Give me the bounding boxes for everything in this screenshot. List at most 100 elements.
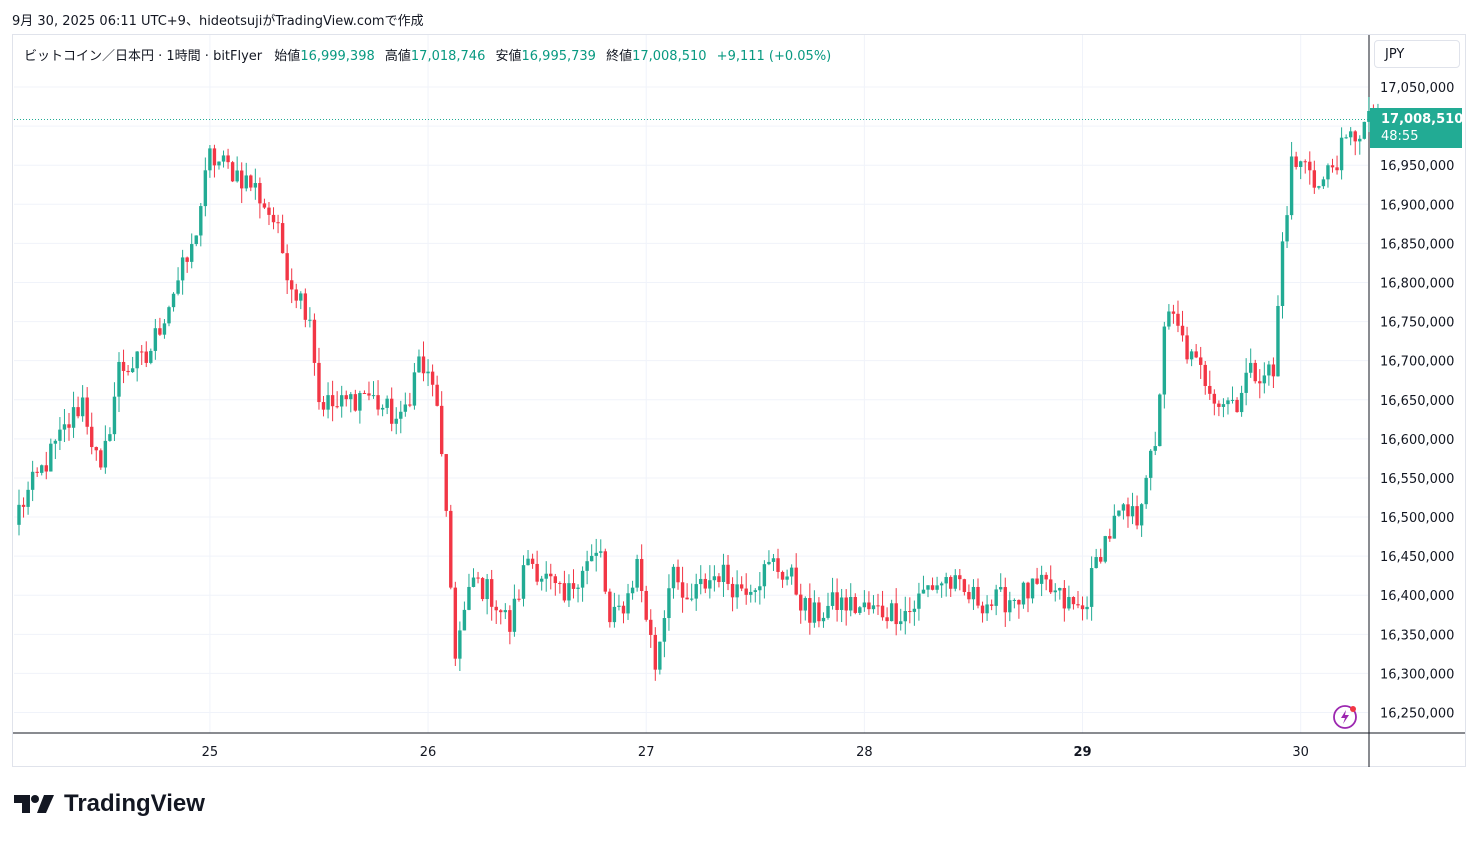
candle [1049,565,1053,594]
candle [830,577,835,610]
candle [826,592,830,620]
candle [744,573,748,605]
candle [258,177,262,219]
candle [1085,596,1089,620]
tradingview-logo[interactable]: TradingView [14,790,205,818]
candle [1303,159,1307,174]
candle [849,583,853,617]
candle [1130,492,1135,525]
last-price-badge: 17,008,510 48:55 [1370,108,1464,148]
candle [326,382,330,419]
candle [1126,497,1130,528]
candle [308,307,312,328]
candle [585,550,589,585]
candle [885,607,889,629]
price-tick-label: 16,900,000 [1380,198,1454,213]
time-tick-label: 25 [202,745,219,760]
currency-button[interactable]: JPY [1374,40,1460,68]
candle [789,564,794,585]
candle [1176,300,1180,333]
candle [362,390,367,395]
candle [803,596,807,621]
candle [653,627,657,681]
candle [835,578,839,622]
candle [1144,475,1148,509]
candle [471,568,476,588]
candle [1348,127,1353,146]
candle [976,578,980,609]
candle [1180,310,1185,342]
candle [608,588,612,628]
candle [989,599,994,611]
candle [1312,160,1317,194]
candle [562,570,567,603]
candle [889,599,894,622]
candle [358,390,362,424]
candle [1353,130,1357,156]
candle [462,601,467,631]
candle [226,148,230,169]
candle [1248,348,1253,378]
candle [544,561,548,592]
legend-close-label: 終値 [606,49,633,64]
candle [108,427,112,442]
last-price-value: 17,008,510 [1381,112,1464,127]
candle [753,588,757,603]
candles [17,97,1380,681]
candle [535,550,539,586]
time-tick-label: 29 [1073,745,1091,760]
candle [35,467,39,477]
candle [921,575,926,594]
candle [135,351,139,382]
candle [167,305,171,327]
candle [1289,141,1294,220]
price-tick-label: 16,950,000 [1380,159,1454,174]
candle [1012,598,1017,609]
legend-high-value: 17,018,746 [410,49,486,64]
candle [512,584,517,637]
time-tick-label: 27 [638,745,655,760]
candle [912,600,917,626]
candle [1212,389,1217,416]
candle [262,198,267,210]
candle [299,291,303,310]
candle [1044,572,1048,591]
candle [580,566,585,602]
candle [494,600,498,624]
candle [267,201,271,226]
candle [1103,535,1107,564]
candle [344,390,348,407]
candle [1112,504,1117,539]
candle [1230,386,1235,404]
price-tick-label: 16,500,000 [1380,511,1454,526]
candle [844,589,848,626]
lightning-icon[interactable] [1331,703,1359,735]
candle [439,391,444,457]
candle [1326,163,1330,188]
price-tick-label: 16,250,000 [1380,707,1454,722]
candle [1094,548,1098,569]
candle [1039,565,1044,597]
candle [839,588,844,623]
candle [917,582,921,621]
candle [553,573,558,596]
candle [603,548,608,595]
candle [708,565,712,599]
candle [926,585,930,598]
candle [808,583,812,635]
candle [1089,556,1094,621]
candle [1244,358,1248,406]
price-tick-label: 16,550,000 [1380,472,1454,487]
candle [235,156,239,183]
candle [1221,398,1226,418]
candle [253,168,258,200]
candle [999,573,1003,593]
chart-frame[interactable] [12,34,1466,767]
candle [58,417,62,450]
candle [817,597,821,628]
candle [30,460,35,502]
candle [1076,591,1080,609]
candle [1217,400,1221,417]
price-tick-label: 16,650,000 [1380,394,1454,409]
